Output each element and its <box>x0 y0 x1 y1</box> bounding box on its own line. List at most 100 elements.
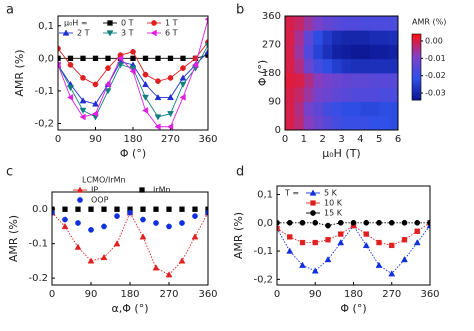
heat-cell <box>285 115 295 130</box>
colorbar-swatch <box>412 75 421 78</box>
heat-cell <box>285 16 295 31</box>
marker <box>311 267 319 274</box>
marker <box>363 219 370 226</box>
legend-label: IP <box>91 186 98 195</box>
marker <box>167 75 174 81</box>
heat-cell <box>303 30 314 45</box>
heat-cell <box>313 30 324 45</box>
colorbar-swatch <box>412 38 421 41</box>
marker <box>77 197 83 203</box>
colorbar-swatch <box>412 37 421 40</box>
frame <box>276 185 431 286</box>
colorbar-swatch <box>412 50 421 53</box>
marker <box>414 228 420 234</box>
legend-label: 6 T <box>165 29 178 38</box>
colorbar-tick-label: -0.01 <box>425 54 446 63</box>
marker <box>80 75 86 81</box>
y-tick-label: 0 <box>275 125 281 136</box>
heat-cell <box>379 16 389 31</box>
y-tick-label: 0,0 <box>257 218 273 229</box>
x-tick-label: 5 <box>376 134 382 145</box>
y-tick-label: 0,0 <box>38 53 54 64</box>
heat-cell <box>332 16 342 31</box>
marker <box>401 256 408 263</box>
colorbar-swatch <box>412 47 421 50</box>
colorbar-swatch <box>412 60 421 63</box>
marker <box>166 123 174 130</box>
heat-cell <box>388 101 398 117</box>
x-tick-label: 90 <box>89 134 102 145</box>
marker <box>152 264 160 271</box>
marker <box>101 206 107 212</box>
marker <box>142 71 149 78</box>
colorbar-frame <box>411 33 422 101</box>
marker <box>310 200 316 206</box>
panel-label: a <box>6 3 14 18</box>
marker <box>92 100 99 107</box>
marker <box>312 239 318 246</box>
marker <box>116 54 124 62</box>
colorbar-tick-label: -0.03 <box>425 89 446 98</box>
heat-cell <box>388 58 398 74</box>
heat-cell <box>350 101 361 117</box>
marker <box>61 222 69 230</box>
marker <box>142 80 149 88</box>
x-axis-label: μ₀H (T) <box>322 147 360 160</box>
marker <box>58 55 61 61</box>
y-tick-label: 0,1 <box>257 189 273 200</box>
marker <box>376 239 382 246</box>
heat-cell <box>388 16 398 31</box>
marker <box>179 94 186 101</box>
marker <box>191 61 199 69</box>
heat-cell <box>379 44 389 60</box>
marker <box>204 42 208 49</box>
colorbar-swatch <box>412 57 421 60</box>
marker <box>179 81 187 88</box>
y-axis-label: AMR (%) <box>7 215 20 262</box>
heat-cell <box>313 58 324 74</box>
heat-cell <box>322 73 333 88</box>
heat-cell <box>379 115 389 130</box>
marker <box>287 234 293 240</box>
heat-cell <box>350 30 361 45</box>
heat-cell <box>388 44 398 60</box>
x-tick-label: 0 <box>49 289 55 300</box>
marker <box>104 80 111 88</box>
heat-cell <box>369 30 380 45</box>
marker <box>91 110 99 118</box>
marker <box>114 206 120 212</box>
marker <box>167 55 174 61</box>
heat-cell <box>341 30 352 45</box>
heat-cell <box>350 44 361 60</box>
x-tick-label: 0 <box>274 289 280 300</box>
marker <box>88 206 94 212</box>
colorbar-swatch <box>412 58 421 61</box>
colorbar-title: AMR (%) <box>412 18 446 27</box>
heat-cell <box>285 87 295 102</box>
marker <box>79 97 87 104</box>
marker <box>388 219 395 226</box>
frame <box>51 191 209 286</box>
heat-cell <box>303 101 314 117</box>
y-tick-label: 90 <box>268 97 281 108</box>
marker <box>192 213 198 219</box>
marker <box>155 55 161 61</box>
marker <box>114 213 120 219</box>
heat-cell <box>313 115 324 130</box>
marker <box>155 78 161 84</box>
heat-cell <box>303 73 314 88</box>
marker <box>100 253 108 261</box>
heat-cell <box>285 58 295 74</box>
heat-cell <box>360 73 371 88</box>
x-axis-label: Φ (°) <box>340 302 366 315</box>
marker <box>140 216 146 223</box>
marker <box>299 219 306 226</box>
heat-cell <box>313 73 324 88</box>
x-tick-label: 360 <box>198 289 217 300</box>
colorbar-swatch <box>412 73 421 76</box>
heat-cell <box>341 73 352 88</box>
x-tick-label: 3 <box>338 134 344 145</box>
legend-title: LCMO/IrMn <box>82 176 126 185</box>
marker <box>299 239 306 246</box>
